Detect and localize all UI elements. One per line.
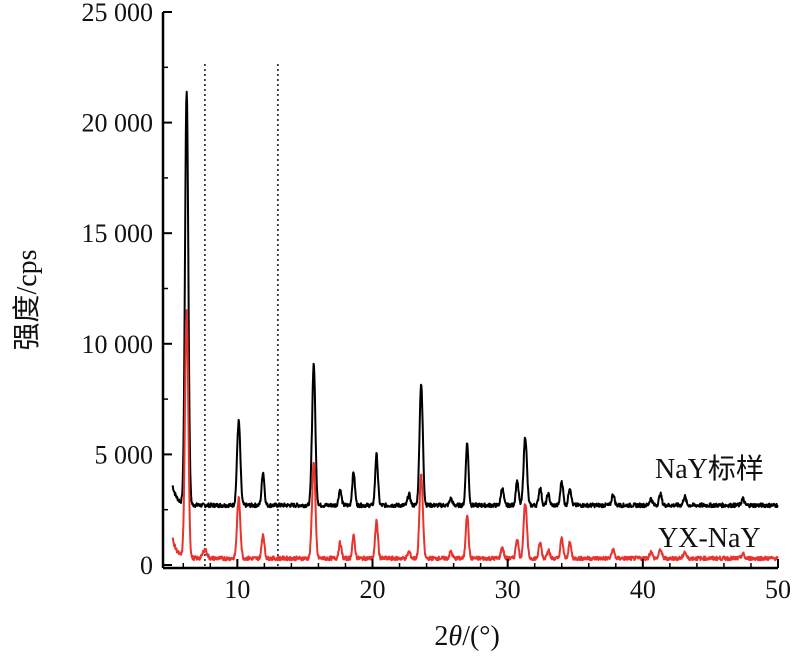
y-tick-label: 5 000 [95, 440, 154, 469]
y-axis-title: 强度/cps [11, 249, 43, 350]
y-tick-label: 25 000 [82, 0, 154, 27]
x-axis-title: 2θ/(°) [434, 621, 499, 652]
y-tick-label: 0 [140, 551, 153, 580]
y-tick-label: 15 000 [82, 219, 154, 248]
series-label-yx-nay: YX-NaY [658, 523, 761, 554]
x-tick-label: 40 [630, 575, 656, 604]
y-tick-label: 10 000 [82, 330, 154, 359]
x-tick-label: 30 [495, 575, 521, 604]
y-tick-label: 20 000 [82, 109, 154, 138]
x-tick-label: 50 [765, 575, 791, 604]
x-tick-label: 10 [224, 575, 250, 604]
series-line-yx-nay [171, 309, 779, 562]
x-tick-label: 20 [360, 575, 386, 604]
series-label-nay-standard: NaY标样 [655, 453, 764, 485]
series-line-nay-standard [171, 90, 779, 509]
